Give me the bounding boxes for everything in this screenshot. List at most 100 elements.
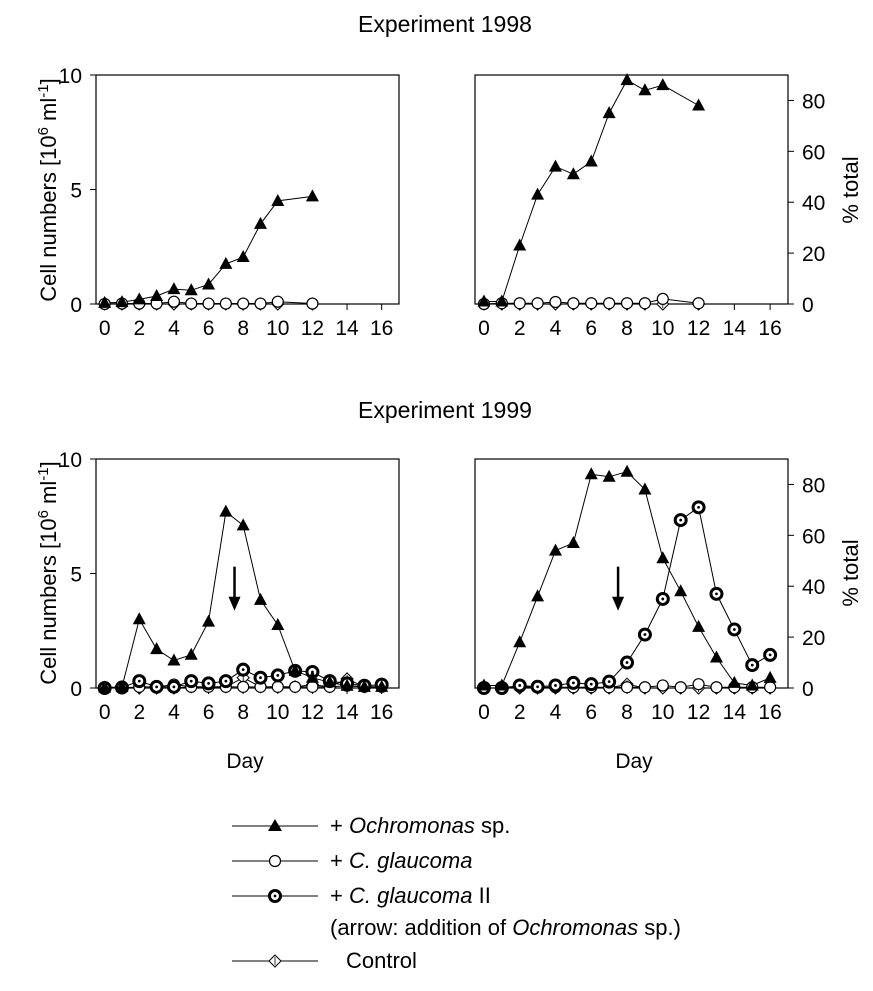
point-c-glaucoma xyxy=(237,297,250,310)
x-tick-label: 10 xyxy=(651,317,674,340)
x-tick-label: 8 xyxy=(237,317,249,340)
point-ochromonas-sp xyxy=(656,78,670,91)
point-c-glaucoma xyxy=(692,297,705,310)
point-ochromonas-sp xyxy=(236,250,250,263)
point-ochromonas-sp xyxy=(709,650,723,663)
point-ochromonas-sp xyxy=(167,653,181,666)
point-ochromonas-sp xyxy=(253,216,267,229)
ylabel-pct-total-1999: % total xyxy=(838,539,863,606)
point-ochromonas-sp xyxy=(357,679,371,692)
point-ochromonas-sp xyxy=(271,618,285,631)
point-ochromonas-sp xyxy=(202,614,216,627)
point-ochromonas-sp xyxy=(184,283,198,296)
point-c-glaucoma xyxy=(306,297,319,310)
point-ochromonas-sp xyxy=(745,678,759,691)
x-tick-label: 0 xyxy=(99,701,111,724)
point-c-glaucoma xyxy=(620,297,634,310)
point-ochromonas-sp xyxy=(305,189,319,202)
point-c-glaucoma-ii-center xyxy=(189,679,193,683)
x-tick-label: 0 xyxy=(478,701,490,724)
point-c-glaucoma-ii-center xyxy=(536,685,539,689)
x-tick-label: 16 xyxy=(758,317,781,340)
y-tick-label: 10 xyxy=(59,65,82,88)
x-tick-label: 10 xyxy=(266,317,289,340)
ylabel-cell-numbers-1999: Cell numbers [106 ml-1] xyxy=(35,461,61,684)
point-c-glaucoma xyxy=(656,679,669,692)
x-tick-label: 16 xyxy=(370,317,393,340)
point-c-glaucoma xyxy=(185,297,198,310)
point-c-glaucoma-ii-center xyxy=(172,685,176,689)
point-ochromonas-sp xyxy=(477,678,491,691)
point-ochromonas-sp xyxy=(495,294,509,307)
point-c-glaucoma xyxy=(638,681,652,694)
series-line-ochromonas-sp xyxy=(483,471,771,687)
point-ochromonas-sp xyxy=(477,294,491,307)
point-c-glaucoma xyxy=(603,297,616,310)
y-tick-label: 0 xyxy=(70,678,82,701)
xlabel-day-right: Day xyxy=(615,750,653,773)
plot-frame xyxy=(474,74,789,305)
point-ochromonas-sp xyxy=(566,167,580,180)
point-ochromonas-sp xyxy=(202,277,216,290)
y-tick-label: 10 xyxy=(59,449,82,472)
point-c-glaucoma-ii-center xyxy=(625,661,629,664)
point-ochromonas-sp xyxy=(150,642,164,655)
point-c-glaucoma xyxy=(656,292,669,306)
y-tick-label: 20 xyxy=(802,243,825,266)
point-c-glaucoma-ii-center xyxy=(643,633,647,636)
point-ochromonas-sp xyxy=(150,288,164,301)
point-c-glaucoma-ii-center xyxy=(241,668,245,672)
point-c-glaucoma-ii-center xyxy=(768,653,772,657)
point-ochromonas-sp xyxy=(271,193,285,206)
point-c-glaucoma-ii-center xyxy=(571,681,575,685)
y-tick-label: 80 xyxy=(802,90,825,113)
x-tick-label: 2 xyxy=(133,317,145,340)
x-tick-label: 6 xyxy=(203,701,215,724)
point-ochromonas-sp xyxy=(674,584,688,597)
point-ochromonas-sp xyxy=(495,678,509,691)
point-ochromonas-sp xyxy=(236,518,250,531)
y-tick-label: 60 xyxy=(802,525,825,548)
x-tick-label: 12 xyxy=(301,317,324,340)
point-ochromonas-sp xyxy=(638,482,652,495)
x-tick-label: 4 xyxy=(168,317,180,340)
legend-glaucoma-ii-label: + C. glaucoma II xyxy=(330,883,491,908)
legend: + Ochromonas sp. + C. glaucoma + C. glau… xyxy=(230,808,870,978)
legend-glaucoma-marker xyxy=(232,854,318,868)
panel-1998-percent-total: 0 2 4 6 8 10 12 14 16 0 20 40 60 80 xyxy=(474,73,825,340)
point-c-glaucoma-ii-center xyxy=(518,684,522,687)
point-ochromonas-sp xyxy=(548,159,562,172)
x-tick-label: 12 xyxy=(687,317,710,340)
point-c-glaucoma xyxy=(167,295,181,308)
y-tick-label: 0 xyxy=(802,294,814,317)
y-tick-label: 80 xyxy=(802,474,825,497)
x-tick-label: 6 xyxy=(203,317,215,340)
x-tick-label: 12 xyxy=(301,701,324,724)
x-tick-label: 4 xyxy=(550,701,562,724)
plot-frame xyxy=(474,458,789,689)
point-c-glaucoma-ii-center xyxy=(715,592,718,596)
ylabel-pct-total-1998: % total xyxy=(838,156,863,223)
arrow-head xyxy=(228,596,241,611)
point-ochromonas-sp xyxy=(513,635,527,648)
ylabel-cell-numbers-1998: Cell numbers [106 ml-1] xyxy=(35,78,61,301)
x-tick-label: 4 xyxy=(168,701,180,724)
y-tick-label: 5 xyxy=(70,180,82,203)
point-c-glaucoma xyxy=(674,681,687,694)
point-ochromonas-sp xyxy=(584,154,598,167)
plot-frame xyxy=(95,458,400,689)
xlabel-day-left: Day xyxy=(226,750,264,773)
title-1999: Experiment 1999 xyxy=(358,397,532,423)
x-tick-label: 2 xyxy=(514,317,526,340)
legend-item-glaucoma: + C. glaucoma xyxy=(230,843,870,878)
legend-glaucoma-ii-marker xyxy=(232,889,318,903)
x-tick-label: 2 xyxy=(133,701,145,724)
point-ochromonas-sp xyxy=(167,282,181,295)
point-ochromonas-sp xyxy=(584,467,598,480)
point-c-glaucoma-ii-center xyxy=(137,679,141,683)
point-ochromonas-sp xyxy=(638,83,652,96)
x-tick-label: 6 xyxy=(585,701,597,724)
x-tick-label: 0 xyxy=(99,317,111,340)
point-ochromonas-sp xyxy=(548,543,562,556)
